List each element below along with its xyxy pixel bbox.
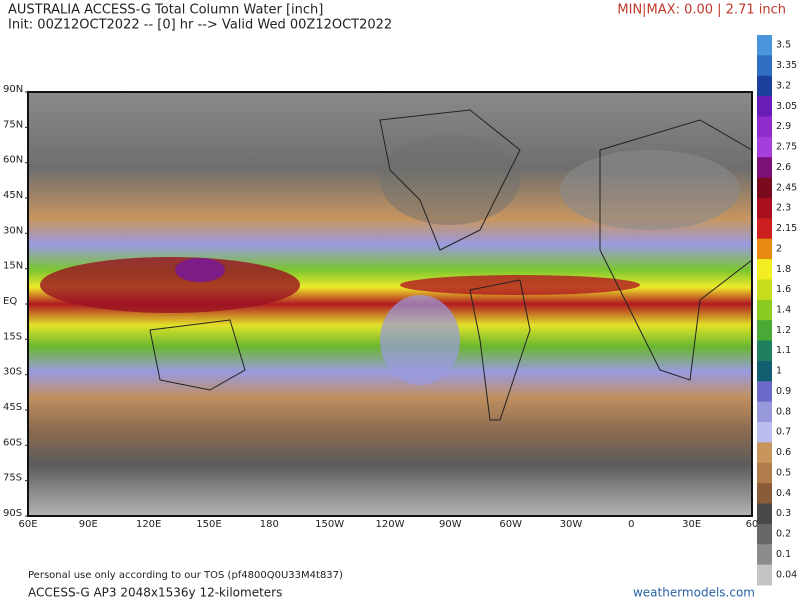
colorbar-label: 2.3 bbox=[776, 203, 791, 214]
dry-zone bbox=[380, 295, 460, 385]
colorbar-label: 3.2 bbox=[776, 80, 791, 91]
moisture-band bbox=[400, 275, 640, 295]
lat-label: 60N bbox=[3, 155, 23, 166]
colorbar-swatch bbox=[757, 279, 772, 301]
lat-label: 90N bbox=[3, 84, 23, 95]
lon-label: 150W bbox=[315, 519, 344, 530]
colorbar-label: 0.5 bbox=[776, 467, 791, 478]
colorbar-swatch bbox=[757, 360, 772, 382]
colorbar-swatch bbox=[757, 523, 772, 545]
lat-label: 75S bbox=[3, 473, 22, 484]
colorbar-swatch bbox=[757, 299, 772, 321]
moisture-band bbox=[40, 257, 300, 313]
title: AUSTRALIA ACCESS-G Total Column Water [i… bbox=[8, 3, 323, 18]
coastline bbox=[599, 119, 753, 381]
site-link[interactable]: weathermodels.com bbox=[633, 586, 755, 600]
colorbar-label: 3.05 bbox=[776, 101, 797, 112]
lon-label: 60E bbox=[18, 519, 37, 530]
map bbox=[27, 91, 753, 517]
colorbar-swatch bbox=[757, 503, 772, 525]
lon-label: 60W bbox=[499, 519, 522, 530]
colorbar-swatch bbox=[757, 544, 772, 566]
colorbar-swatch bbox=[757, 35, 772, 56]
colorbar-swatch bbox=[757, 75, 772, 97]
colorbar-swatch bbox=[757, 340, 772, 362]
colorbar-swatch bbox=[757, 197, 772, 219]
lon-label: 120W bbox=[376, 519, 405, 530]
lon-label: 180 bbox=[260, 519, 279, 530]
lon-label: 90W bbox=[439, 519, 462, 530]
min-max: MIN|MAX: 0.00 | 2.71 inch bbox=[617, 3, 786, 18]
colorbar-swatch bbox=[757, 55, 772, 77]
lat-label: 45S bbox=[3, 402, 22, 413]
colorbar-swatch bbox=[757, 238, 772, 260]
moisture-core bbox=[175, 258, 225, 282]
lat-label: 30S bbox=[3, 367, 22, 378]
lat-label: 75N bbox=[3, 119, 23, 130]
colorbar-label: 1.1 bbox=[776, 345, 791, 356]
colorbar-swatch bbox=[757, 218, 772, 240]
colorbar-label: 0.8 bbox=[776, 406, 791, 417]
lon-label: 30W bbox=[560, 519, 583, 530]
colorbar-label: 3.5 bbox=[776, 40, 791, 51]
colorbar-label: 1 bbox=[776, 366, 782, 377]
colorbar-label: 0.1 bbox=[776, 549, 791, 560]
colorbar-label: 0.3 bbox=[776, 508, 791, 519]
colorbar-swatch bbox=[757, 422, 772, 443]
colorbar-swatch bbox=[757, 401, 772, 423]
lon-label: 150E bbox=[196, 519, 221, 530]
lat-label: 60S bbox=[3, 437, 22, 448]
colorbar-label: 2.9 bbox=[776, 121, 791, 132]
lon-label: 90E bbox=[79, 519, 98, 530]
colorbar-label: 0.6 bbox=[776, 447, 791, 458]
lon-label: 60 bbox=[746, 519, 759, 530]
lat-label: 45N bbox=[3, 190, 23, 201]
colorbar-swatch bbox=[757, 381, 772, 403]
lat-label: 30N bbox=[3, 225, 23, 236]
lon-label: 30E bbox=[682, 519, 701, 530]
coastline bbox=[149, 319, 246, 391]
model-info: ACCESS-G AP3 2048x1536y 12-kilometers bbox=[28, 586, 282, 600]
colorbar-swatch bbox=[757, 157, 772, 179]
colorbar-label: 0.04 bbox=[776, 569, 797, 580]
colorbar-swatch bbox=[757, 483, 772, 505]
colorbar-swatch bbox=[757, 320, 772, 342]
colorbar-label: 2.45 bbox=[776, 182, 797, 193]
lon-label: 120E bbox=[136, 519, 161, 530]
lat-label: 15S bbox=[3, 331, 22, 342]
colorbar-swatch bbox=[757, 259, 772, 280]
colorbar-swatch bbox=[757, 136, 772, 158]
colorbar-label: 1.6 bbox=[776, 284, 791, 295]
lat-label: 15N bbox=[3, 261, 23, 272]
colorbar-label: 1.4 bbox=[776, 305, 791, 316]
colorbar-swatch bbox=[757, 96, 772, 117]
coastline bbox=[469, 279, 531, 421]
tos-note: Personal use only according to our TOS (… bbox=[28, 570, 343, 581]
colorbar-label: 0.2 bbox=[776, 529, 791, 540]
colorbar-label: 1.2 bbox=[776, 325, 791, 336]
dry-zone bbox=[560, 150, 740, 230]
lon-label: 0 bbox=[628, 519, 634, 530]
colorbar-label: 2 bbox=[776, 243, 782, 254]
subtitle: Init: 00Z12OCT2022 -- [0] hr --> Valid W… bbox=[8, 18, 392, 33]
lat-label: EQ bbox=[3, 296, 17, 307]
colorbar-label: 2.75 bbox=[776, 142, 797, 153]
colorbar-swatch bbox=[757, 116, 772, 138]
colorbar-label: 0.7 bbox=[776, 427, 791, 438]
colorbar-swatch bbox=[757, 442, 772, 464]
colorbar-label: 0.4 bbox=[776, 488, 791, 499]
colorbar-swatch bbox=[757, 177, 772, 199]
colorbar-label: 3.35 bbox=[776, 60, 797, 71]
dry-zone bbox=[380, 135, 520, 225]
colorbar-label: 2.15 bbox=[776, 223, 797, 234]
colorbar-swatch bbox=[757, 462, 772, 484]
colorbar-label: 2.6 bbox=[776, 162, 791, 173]
colorbar-label: 0.9 bbox=[776, 386, 791, 397]
coastline bbox=[379, 109, 521, 251]
colorbar-label: 1.8 bbox=[776, 264, 791, 275]
colorbar-swatch bbox=[757, 564, 772, 586]
lat-label: 90S bbox=[3, 508, 22, 519]
